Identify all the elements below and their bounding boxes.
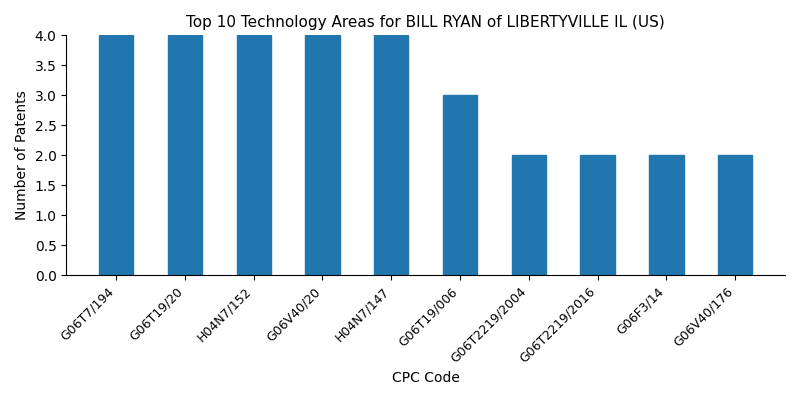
Bar bbox=[512, 155, 546, 275]
Bar bbox=[306, 35, 340, 275]
Bar bbox=[718, 155, 752, 275]
X-axis label: CPC Code: CPC Code bbox=[392, 371, 459, 385]
Title: Top 10 Technology Areas for BILL RYAN of LIBERTYVILLE IL (US): Top 10 Technology Areas for BILL RYAN of… bbox=[186, 15, 665, 30]
Bar bbox=[374, 35, 409, 275]
Bar bbox=[649, 155, 683, 275]
Bar bbox=[99, 35, 134, 275]
Bar bbox=[580, 155, 614, 275]
Bar bbox=[237, 35, 271, 275]
Bar bbox=[443, 95, 478, 275]
Bar bbox=[168, 35, 202, 275]
Y-axis label: Number of Patents: Number of Patents bbox=[15, 90, 29, 220]
